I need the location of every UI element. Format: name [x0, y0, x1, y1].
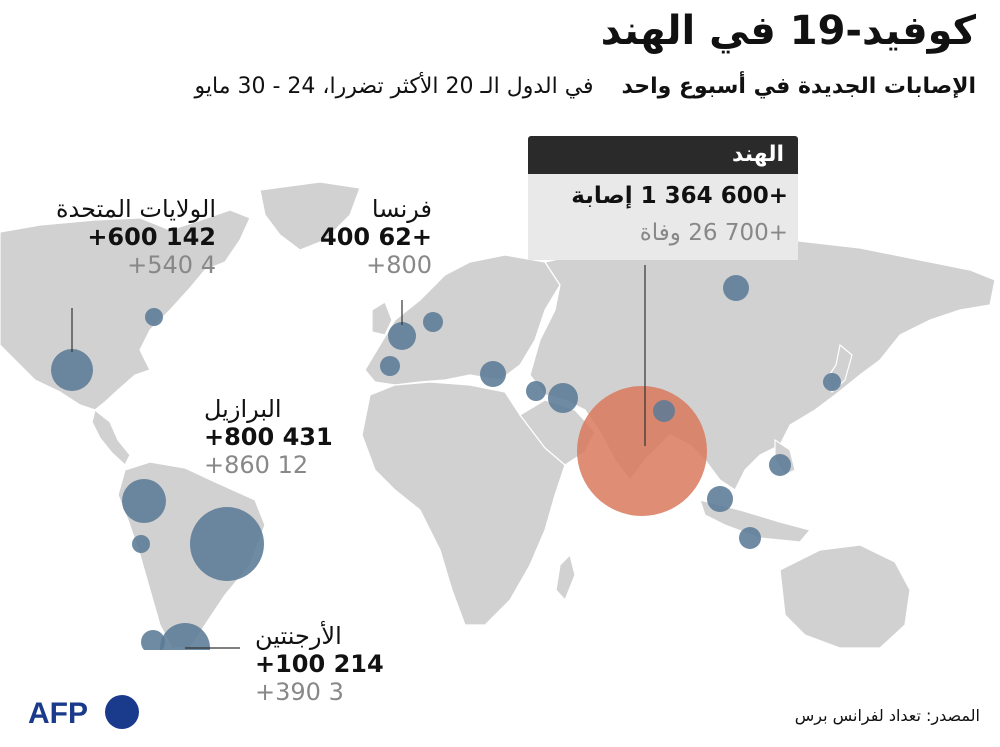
greenland [259, 181, 361, 251]
label-usa: الولايات المتحدة 142 600+ 4 540+ [56, 195, 216, 279]
bubble-usa [51, 349, 93, 391]
afp-logo-text: AFP [28, 697, 88, 730]
afp-logo-icon: AFP [28, 695, 139, 730]
subtitle-bold: الإصابات الجديدة في أسبوع واحد [621, 74, 976, 99]
label-argentina: الأرجنتين 214 100+ 3 390+ [255, 622, 384, 706]
africa [361, 381, 566, 626]
bubble-iraq [526, 381, 546, 401]
label-france: فرنسا +62 400 800+ [320, 195, 432, 279]
usa-deaths: 4 540+ [127, 251, 216, 279]
subtitle-rest: في الدول الـ 20 الأكثر تضررا، 24 - 30 ما… [194, 74, 594, 99]
bubble-indonesia [739, 527, 761, 549]
uk [371, 301, 393, 336]
label-brazil: البرازيل 431 800+ 12 860+ [204, 395, 333, 479]
argentina-cases: 214 100+ [255, 650, 384, 678]
bubble-chile [141, 630, 165, 650]
bubble-spain [380, 356, 400, 376]
brazil-name: البرازيل [204, 395, 282, 423]
bubble-france [388, 322, 416, 350]
bubble-india [577, 386, 707, 516]
madagascar [555, 553, 576, 602]
bubble-colombia [122, 479, 166, 523]
bubble-brazil [190, 507, 264, 581]
brazil-cases: 431 800+ [204, 423, 333, 451]
australia [779, 544, 911, 649]
bubble-peru [132, 535, 150, 553]
usa-cases: 142 600+ [87, 223, 216, 251]
india-cases: +600 364 1 إصابة [571, 183, 788, 209]
bubble-iran [548, 383, 578, 413]
bubble-canada [145, 308, 163, 326]
europe [364, 254, 561, 386]
bubble-philippines [769, 454, 791, 476]
bubbles [51, 275, 841, 650]
page-subtitle: الإصابات الجديدة في أسبوع واحد في الدول … [195, 74, 977, 99]
bubble-argentina [160, 623, 210, 650]
bubble-germany [423, 312, 443, 332]
bubble-nepal [653, 400, 675, 422]
india-deaths: +700 26 وفاة [639, 220, 788, 246]
source-note: المصدر: تعداد لفرانس برس [794, 706, 980, 725]
bubble-japan [823, 373, 841, 391]
central-america [91, 408, 131, 466]
france-cases: +62 400 [320, 223, 432, 251]
india-name: الهند [528, 136, 798, 174]
page-title: كوفيد-19 في الهند [600, 8, 976, 54]
india-callout: الهند +600 364 1 إصابة +700 26 وفاة [528, 136, 798, 264]
france-name: فرنسا [371, 195, 432, 223]
usa-name: الولايات المتحدة [55, 195, 216, 223]
brazil-deaths: 12 860+ [204, 451, 309, 479]
france-deaths: 800+ [366, 251, 432, 279]
southeast-asia-islands [699, 499, 812, 543]
leader-lines [71, 265, 646, 649]
world-map [0, 181, 996, 650]
bubble-russia [723, 275, 749, 301]
bubble-malaysia [707, 486, 733, 512]
argentina-name: الأرجنتين [255, 622, 342, 650]
argentina-deaths: 3 390+ [255, 678, 344, 706]
bubble-turkey [480, 361, 506, 387]
